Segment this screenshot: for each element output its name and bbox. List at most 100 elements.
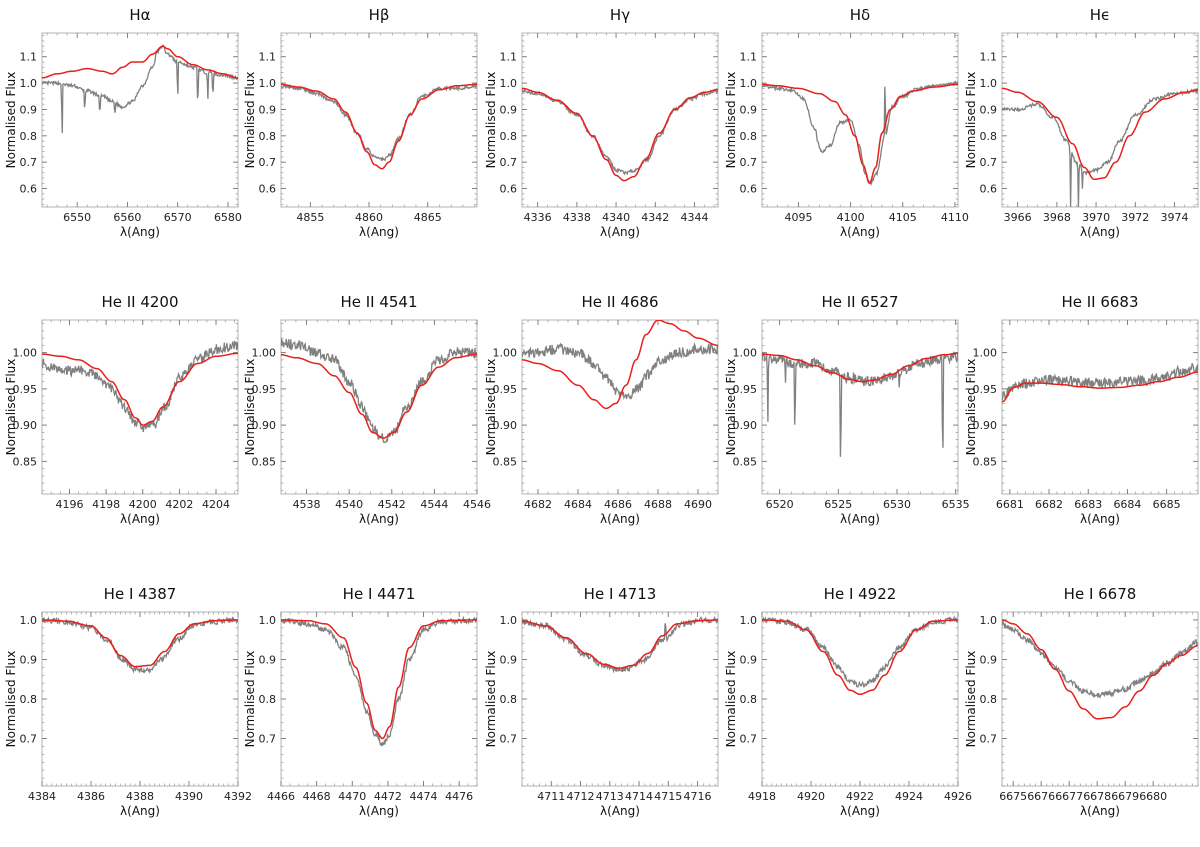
plot-area [42,339,238,432]
panel-0: 6550 6560 6570 6580 0.6 0.7 0.8 0.9 1.0 1.1 Hα λ(An… [4,6,242,239]
x-tick-label: 4860 [355,211,383,224]
y-tick-label: 0.7 [20,733,38,746]
y-tick-label: 0.6 [980,183,998,196]
y-tick-label: 0.8 [740,693,758,706]
plot-area [42,44,238,134]
y-tick-label: 0.9 [259,653,277,666]
x-tick-label: 4714 [625,790,653,803]
model-fit-line [522,320,718,410]
plot-frame [280,319,478,495]
x-axis-label: λ(Ang) [1080,804,1120,818]
y-tick-label: 0.9 [500,653,518,666]
y-tick-label: 0.8 [20,130,38,143]
x-tick-label: 4100 [837,211,865,224]
x-tick-label: 6520 [766,498,794,511]
x-tick-label: 4384 [28,790,56,803]
x-tick-label: 6685 [1153,498,1181,511]
y-axis-label: Normalised Flux [4,359,18,456]
panel-6: 4538 4540 4542 4544 4546 0.85 0.90 0.95 1.00 He I… [243,293,491,526]
y-tick-label: 1.1 [980,51,998,64]
y-tick-label: 0.8 [20,693,38,706]
x-axis-label: λ(Ang) [600,804,640,818]
y-tick-label: 0.7 [259,733,277,746]
y-axis-label: Normalised Flux [243,72,257,169]
plot-area [281,615,477,747]
x-tick-label: 6550 [63,211,91,224]
x-axis-label: λ(Ang) [120,804,160,818]
y-tick-label: 0.90 [973,419,998,432]
y-tick-label: 0.90 [493,419,518,432]
x-tick-label: 4338 [563,211,591,224]
x-axis-label: λ(Ang) [840,225,880,239]
y-tick-label: 0.7 [980,733,998,746]
y-tick-label: 0.9 [500,103,518,116]
x-tick-label: 4474 [410,790,438,803]
x-tick-label: 6683 [1074,498,1102,511]
x-tick-label: 3966 [1004,211,1032,224]
x-tick-label: 4336 [524,211,552,224]
y-tick-label: 0.7 [259,156,277,169]
x-tick-label: 4476 [445,790,473,803]
y-tick-label: 0.9 [740,653,758,666]
y-tick-label: 1.0 [259,614,277,627]
panel-8: 6520 6525 6530 6535 0.85 0.90 0.95 1.00 He II 65… [724,293,970,526]
y-tick-label: 0.8 [740,130,758,143]
y-tick-label: 1.00 [13,347,38,360]
y-tick-label: 0.7 [740,156,758,169]
panel-title: He I 4471 [343,585,416,603]
y-axis-label: Normalised Flux [724,72,738,169]
y-tick-label: 0.6 [20,183,38,196]
x-tick-label: 4716 [684,790,712,803]
plot-area [522,616,718,674]
x-tick-label: 4920 [797,790,825,803]
x-tick-label: 4196 [55,498,83,511]
y-tick-label: 0.85 [13,455,38,468]
observed-spectrum-line [1002,362,1198,402]
x-tick-label: 4924 [895,790,923,803]
x-axis-label: λ(Ang) [840,804,880,818]
x-tick-label: 4390 [175,790,203,803]
x-axis-label: λ(Ang) [1080,512,1120,526]
y-tick-label: 0.6 [259,183,277,196]
x-tick-label: 4688 [644,498,672,511]
x-tick-label: 3968 [1043,211,1071,224]
y-tick-label: 0.85 [733,455,758,468]
y-axis-label: Normalised Flux [964,651,978,748]
y-tick-label: 0.7 [740,733,758,746]
y-tick-label: 1.0 [500,614,518,627]
y-tick-label: 1.0 [740,614,758,627]
panel-title: Hβ [369,6,390,24]
x-tick-label: 6684 [1113,498,1141,511]
x-tick-label: 6675 [999,790,1027,803]
y-tick-label: 0.95 [733,383,758,396]
plot-frame [761,611,959,787]
panel-title: He I 4387 [104,585,177,603]
x-tick-label: 4855 [296,211,324,224]
x-tick-label: 3972 [1121,211,1149,224]
x-tick-label: 6580 [214,211,242,224]
x-tick-label: 4200 [129,498,157,511]
y-tick-label: 1.00 [493,347,518,360]
x-tick-label: 4110 [941,211,969,224]
plot-area [42,616,238,675]
panel-title: He II 4200 [101,293,178,311]
panel-title: He II 4541 [340,293,417,311]
y-tick-label: 0.8 [980,130,998,143]
x-tick-label: 6530 [883,498,911,511]
x-tick-label: 4388 [126,790,154,803]
y-tick-label: 0.90 [733,419,758,432]
observed-spectrum-line [1002,88,1198,207]
panel-1: 4855 4860 4865 0.6 0.7 0.8 0.9 1.0 1.1 Hβ λ(Ang) No… [243,6,478,239]
model-fit-line [522,87,718,182]
y-tick-label: 0.85 [973,455,998,468]
x-axis-label: λ(Ang) [120,225,160,239]
plot-frame [761,32,959,208]
x-tick-label: 4344 [680,211,708,224]
x-tick-label: 6682 [1035,498,1063,511]
x-tick-label: 3974 [1160,211,1188,224]
model-fit-line [522,619,718,669]
plot-area [522,320,718,410]
plot-frame [521,319,719,495]
x-axis-label: λ(Ang) [600,225,640,239]
plot-area [281,338,477,444]
